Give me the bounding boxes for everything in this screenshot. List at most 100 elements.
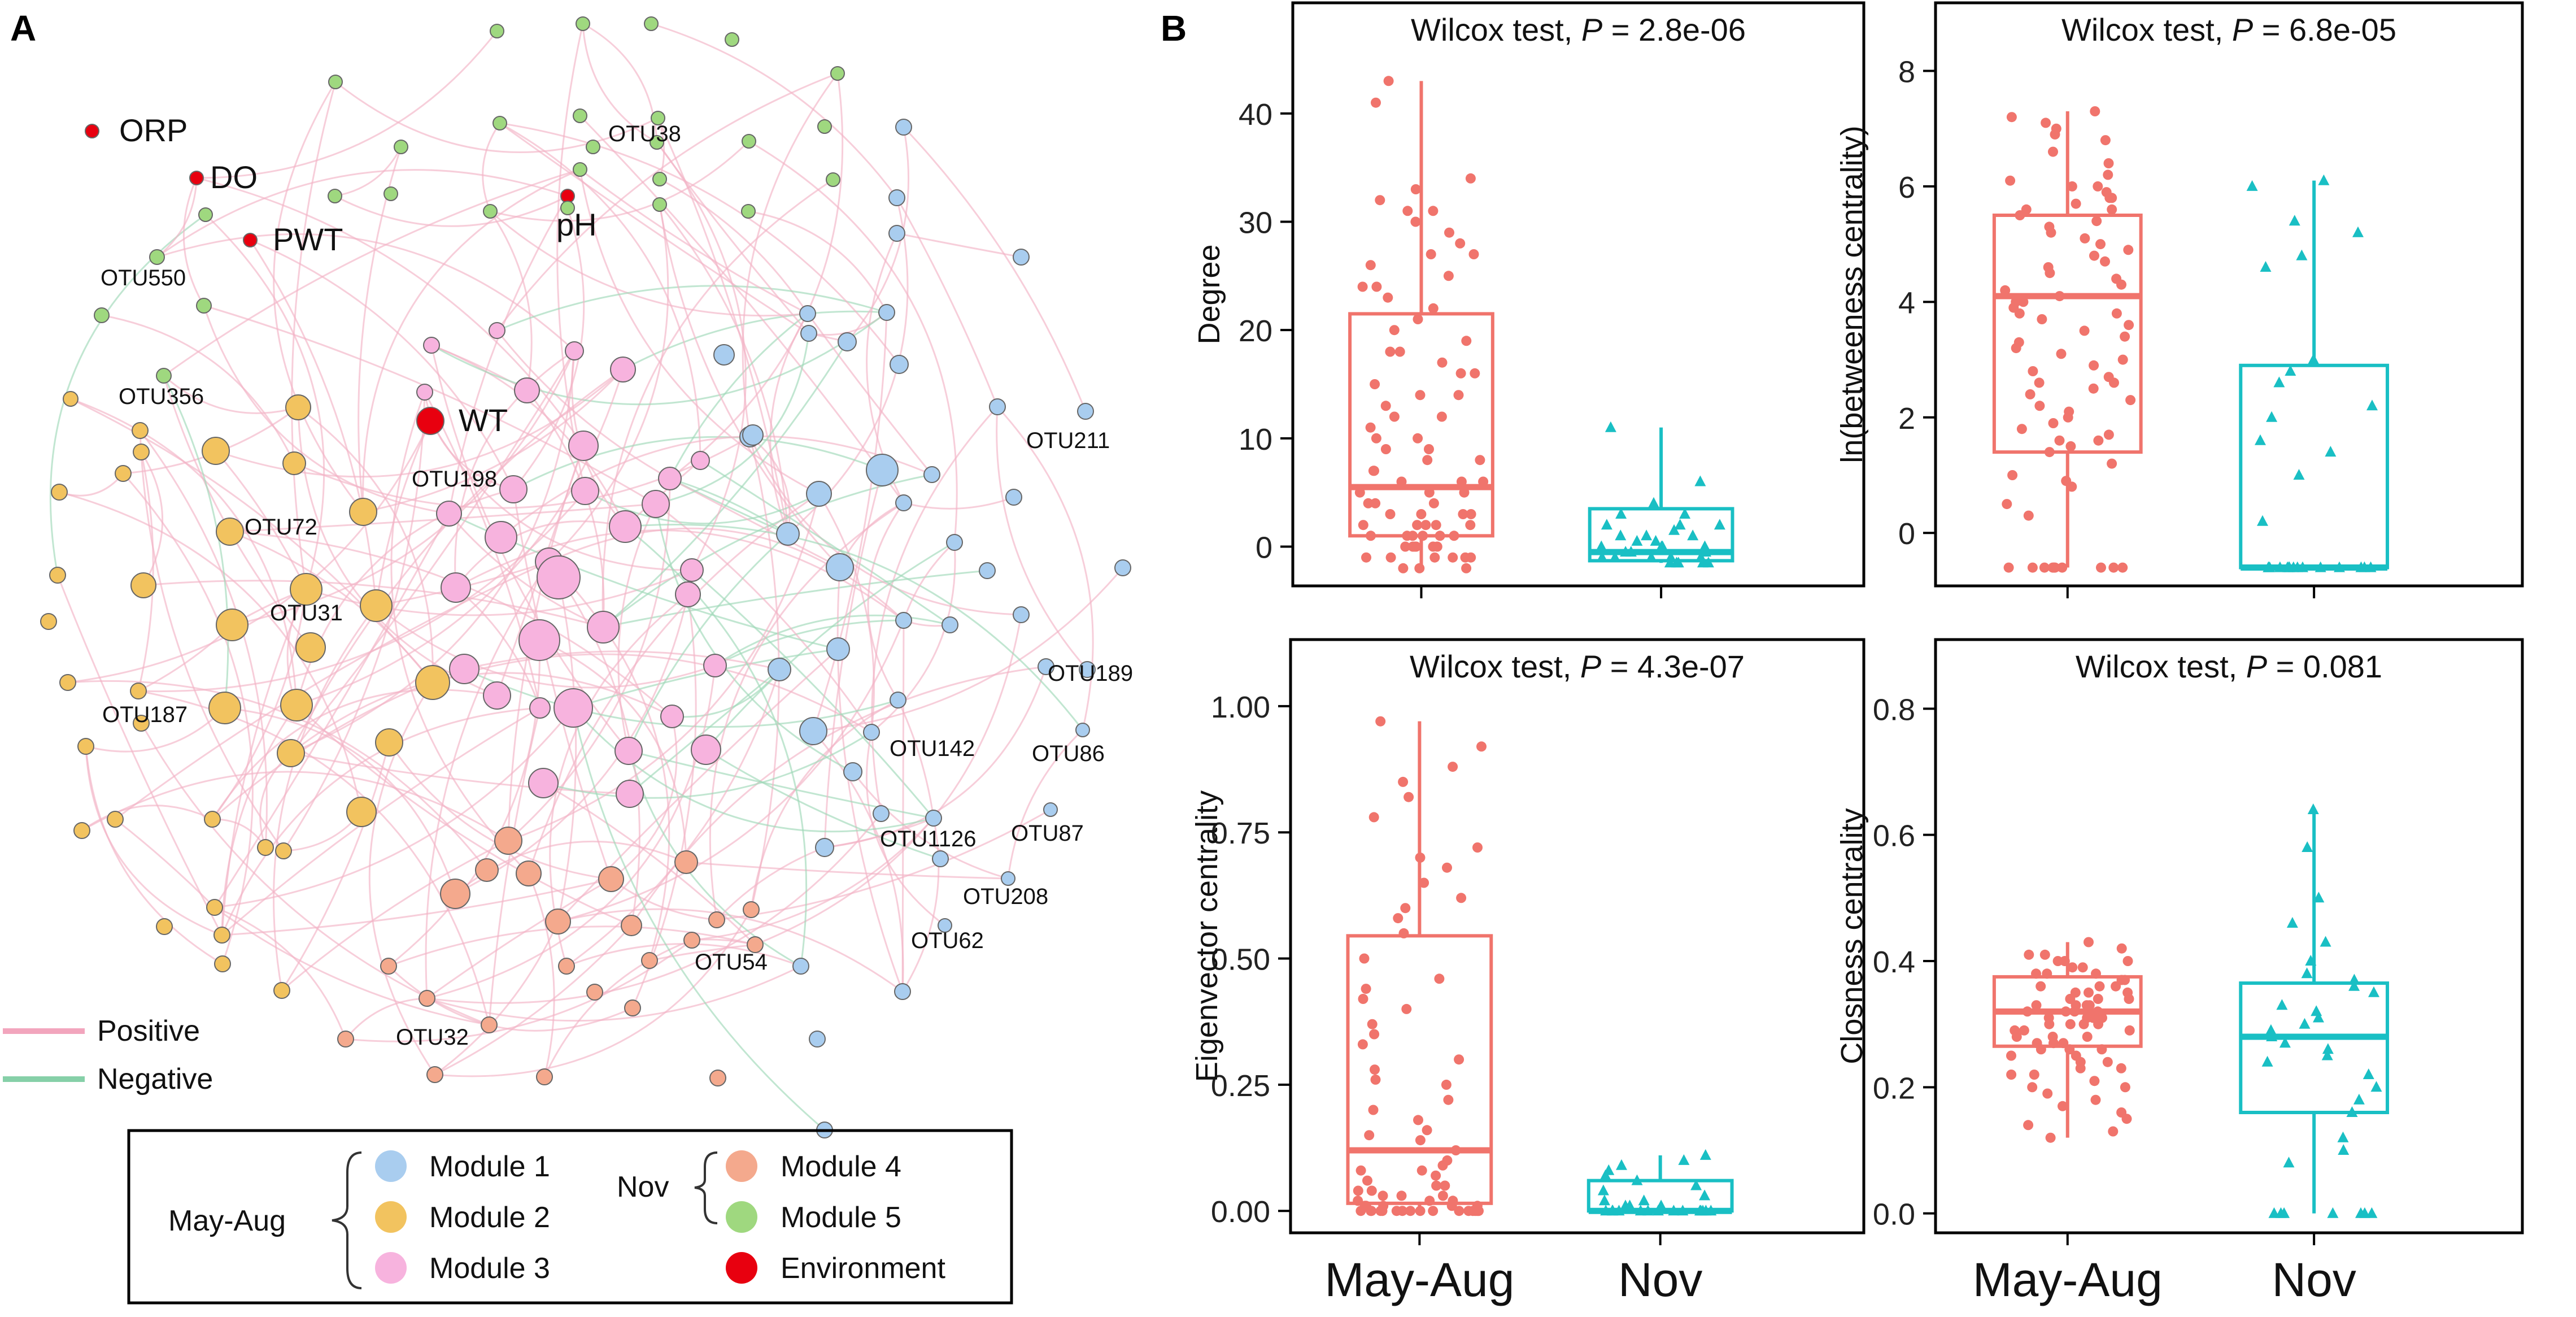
positive-edge: [138, 624, 233, 692]
data-point: [1428, 206, 1439, 216]
module-5-node: [652, 197, 667, 212]
data-point: [1461, 563, 1472, 573]
module-2-node: [349, 498, 377, 526]
data-point: [2255, 434, 2266, 445]
data-point: [2078, 1019, 2089, 1029]
data-point: [1461, 336, 1472, 346]
data-point: [1677, 1205, 1689, 1216]
data-point: [2027, 562, 2038, 573]
data-point: [1358, 520, 1368, 531]
data-point: [2116, 943, 2127, 954]
data-point: [1416, 509, 1427, 519]
negative-edge: [603, 570, 988, 628]
data-point: [1367, 1019, 1378, 1029]
positive-edge: [464, 650, 780, 671]
node-label: OTU189: [1048, 661, 1133, 686]
module-1-node: [806, 481, 832, 507]
data-point: [1459, 487, 1470, 498]
module-5-node: [725, 32, 739, 47]
data-point: [1354, 487, 1365, 498]
co-occurrence-network: ORP DO PWT pH OTU38 OTU550 OTU356 WT OTU211 OTU19…: [40, 16, 1133, 1138]
data-point: [2000, 285, 2011, 295]
positive-edge: [375, 420, 431, 606]
module-2-node: [202, 437, 230, 465]
negative-edge: [431, 311, 887, 406]
module-5-node: [383, 186, 398, 201]
module-5-node: [196, 298, 212, 314]
data-point: [2313, 1011, 2324, 1023]
data-point: [1370, 498, 1381, 508]
module-1-node: [1079, 661, 1096, 678]
data-point: [1365, 422, 1376, 433]
node-label: OTU31: [270, 601, 343, 625]
data-point: [2063, 412, 2073, 423]
module-5-node: [826, 172, 840, 187]
module-1-node: [888, 189, 905, 206]
data-point: [1453, 390, 1464, 401]
module-3-node: [529, 697, 551, 719]
plot-frame: [1934, 1, 2524, 588]
module-5-node: [328, 75, 343, 89]
data-point: [2045, 1132, 2056, 1143]
data-point: [2111, 981, 2121, 992]
positive-edge: [215, 450, 307, 590]
data-point: [1385, 346, 1396, 357]
module-4-node: [536, 1068, 553, 1085]
data-point: [1431, 1180, 1442, 1191]
positive-edge: [56, 575, 223, 936]
module-3-node: [489, 322, 505, 339]
positive-edge: [388, 640, 541, 967]
data-point: [2368, 986, 2379, 997]
module-1-node: [1043, 802, 1058, 817]
data-point: [1431, 1170, 1441, 1181]
data-point: [1355, 1165, 1366, 1176]
data-point: [1695, 1205, 1707, 1216]
data-point: [2283, 561, 2295, 572]
positive-edge: [85, 746, 223, 965]
data-point: [1366, 531, 1376, 541]
environment-node: [85, 124, 99, 138]
positive-edge: [221, 707, 541, 936]
data-point: [1668, 1205, 1680, 1216]
positive-edge: [454, 350, 575, 588]
module-1-node: [895, 494, 912, 511]
positive-edge: [334, 195, 568, 227]
data-point: [2301, 967, 2313, 979]
data-point: [2045, 268, 2055, 279]
data-point: [2064, 1044, 2075, 1055]
positive-edge: [137, 451, 154, 692]
negative-edge: [700, 459, 951, 626]
y-tick-label: 4: [1898, 286, 1915, 320]
module-1-node: [815, 838, 834, 857]
data-point: [1631, 534, 1643, 546]
data-point: [2015, 210, 2025, 220]
negative-edge: [714, 614, 951, 667]
data-point: [2019, 1025, 2029, 1036]
data-point: [1609, 551, 1621, 562]
data-point: [1437, 1190, 1448, 1201]
node-label: OTU198: [412, 467, 497, 492]
positive-edge: [651, 23, 898, 198]
data-point: [2084, 937, 2094, 947]
data-point: [2322, 1043, 2334, 1054]
module-1-node: [809, 1031, 826, 1047]
data-point: [1422, 1125, 1432, 1136]
data-point: [1699, 1189, 1711, 1201]
plot-frame: [1291, 1, 1865, 588]
node-label: pH: [556, 207, 597, 242]
positive-edge: [345, 939, 692, 1042]
data-point: [1638, 1194, 1650, 1206]
data-point: [2313, 892, 2325, 903]
boxplot-panel-3: Wilcox test, P = 4.3e-07 0.00 0.25 0.50 0.75…: [1190, 638, 1865, 1306]
positive-edge: [871, 542, 956, 733]
module-1-node: [873, 805, 890, 822]
node-label: ORP: [119, 112, 188, 148]
data-point: [2084, 1000, 2095, 1011]
positive-edge: [156, 177, 198, 258]
negative-edge: [669, 477, 788, 535]
module-4-node: [708, 911, 725, 928]
data-point: [1358, 994, 1368, 1004]
data-point: [2095, 239, 2106, 250]
negative-edge: [714, 619, 904, 667]
